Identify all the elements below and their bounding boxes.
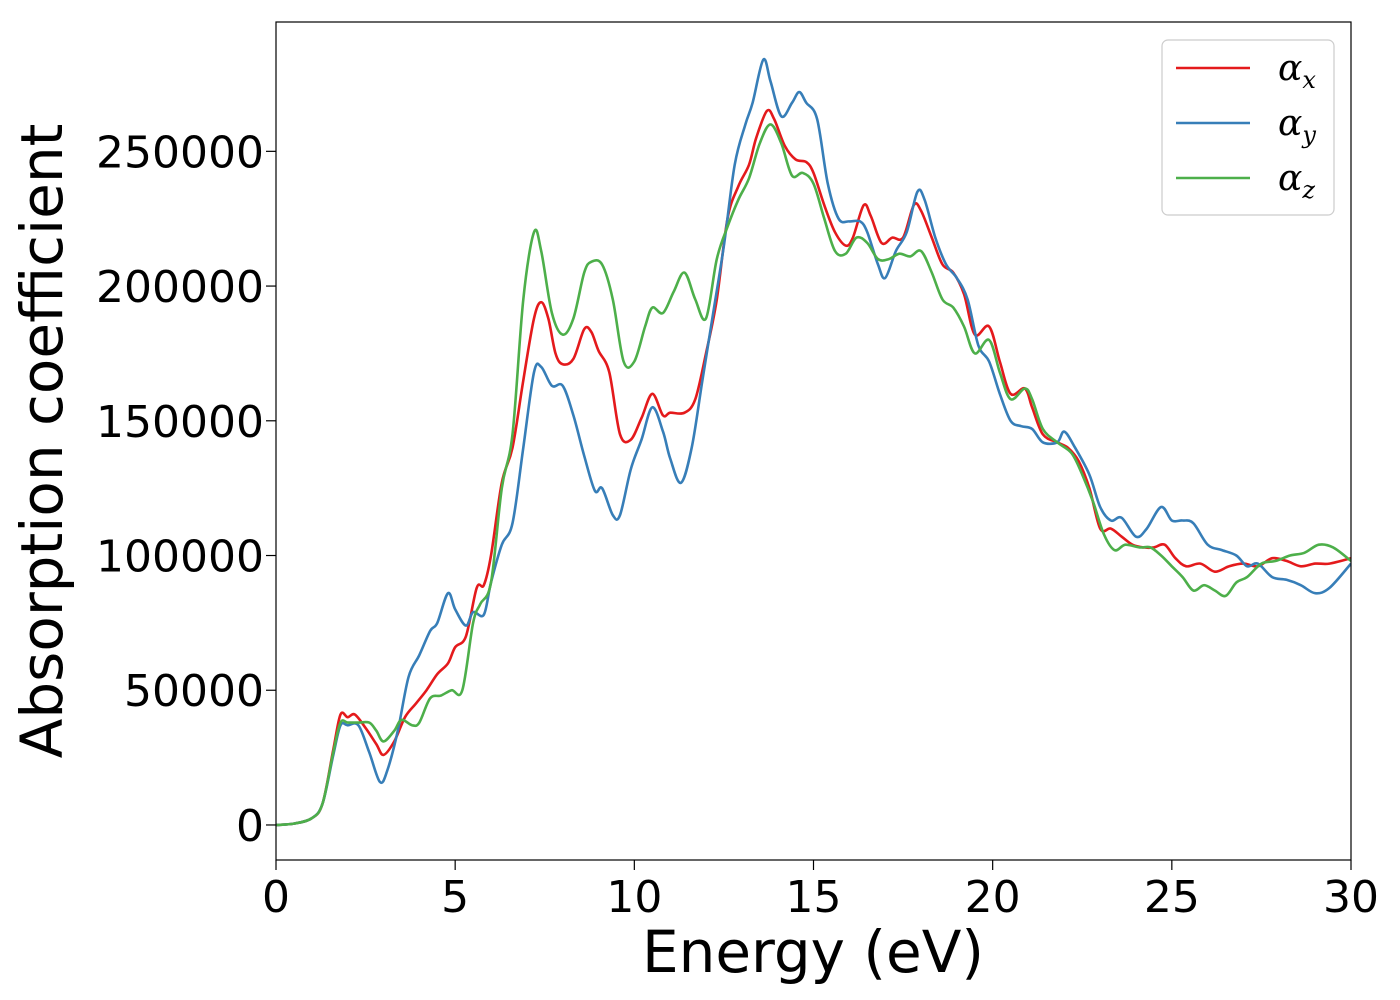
x-tick-label: 30 (1323, 872, 1379, 923)
series-layer (276, 57, 1351, 827)
series-line-alpha-x (276, 108, 1351, 827)
x-tick-label: 10 (606, 872, 662, 923)
x-tick-label: 0 (262, 872, 290, 923)
legend-subscript: z (1301, 176, 1315, 204)
x-axis-title: Energy (eV) (642, 918, 984, 986)
y-tick-label: 200000 (96, 262, 264, 313)
x-axis-ticks: 0 5 10 15 20 25 30 (262, 860, 1379, 923)
x-tick-label: 20 (965, 872, 1021, 923)
series-line-alpha-z (276, 123, 1351, 827)
x-tick-label: 15 (786, 872, 842, 923)
y-axis-title: Absorption coefficient (8, 124, 76, 759)
y-tick-label: 150000 (96, 397, 264, 448)
legend-subscript: x (1302, 66, 1316, 94)
y-tick-label: 0 (236, 801, 264, 852)
y-tick-label: 50000 (124, 666, 264, 717)
legend-box (1161, 39, 1335, 216)
y-tick-label: 250000 (96, 127, 264, 178)
series-line-alpha-y (276, 57, 1351, 827)
legend-subscript: y (1301, 121, 1316, 149)
y-axis-ticks: 0 50000 100000 150000 200000 250000 (96, 127, 276, 852)
y-tick-label: 100000 (96, 532, 264, 583)
x-tick-label: 5 (441, 872, 469, 923)
x-tick-label: 25 (1144, 872, 1200, 923)
